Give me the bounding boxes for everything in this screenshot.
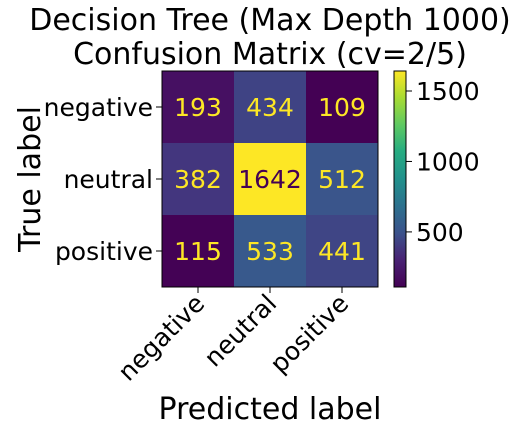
cell-value-label: 382	[174, 165, 222, 194]
heatmap-cell	[306, 215, 378, 287]
cell-value-label: 115	[174, 237, 222, 266]
heatmap-cell	[234, 143, 306, 215]
chart-title-line-1: Decision Tree (Max Depth 1000)	[29, 3, 511, 38]
heatmap-cell	[162, 71, 234, 143]
colorbar-tick-label: 1000	[416, 147, 480, 176]
colorbar-ticks: 500 1000 1500	[393, 70, 480, 288]
colorbar-tick-label: 1500	[416, 77, 480, 106]
colorbar-tick-label: 500	[416, 218, 464, 247]
cell-value-label: 512	[318, 165, 366, 194]
colorbar-frame	[393, 70, 407, 288]
y-tick-label: negative	[44, 93, 153, 122]
y-axis-ticks: negative neutral positive	[44, 93, 162, 266]
y-axis-label: True label	[13, 106, 48, 253]
heatmap-cell	[234, 71, 306, 143]
x-tick-label: positive	[264, 289, 354, 379]
chart-title-line-2: Confusion Matrix (cv=2/5)	[73, 37, 467, 72]
heatmap-cell	[306, 143, 378, 215]
cell-value-label: 1642	[238, 165, 302, 194]
heatmap-cell	[162, 215, 234, 287]
y-tick-label: positive	[55, 237, 153, 266]
heatmap-cell	[162, 143, 234, 215]
cell-value-label: 434	[246, 93, 294, 122]
heatmap-cells: 193 434 109 382 1642 512 115 533 441	[161, 70, 379, 288]
heatmap-cell	[306, 71, 378, 143]
x-axis-label: Predicted label	[159, 392, 382, 427]
cell-value-label: 441	[318, 237, 366, 266]
cell-value-label: 533	[246, 237, 294, 266]
x-tick-label: negative	[112, 289, 210, 387]
cell-value-label: 193	[174, 93, 222, 122]
heatmap-cell	[234, 215, 306, 287]
colorbar	[394, 71, 406, 287]
y-tick-label: neutral	[64, 165, 153, 194]
cell-value-label: 109	[318, 93, 366, 122]
